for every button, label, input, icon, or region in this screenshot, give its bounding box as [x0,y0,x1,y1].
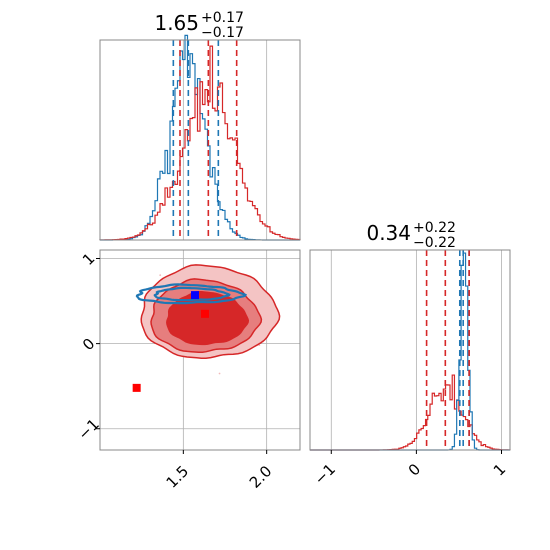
title-param-1-plus: +0.17 [201,10,244,26]
frame [309,249,511,451]
marker [132,383,141,392]
title-param-2-plus: +0.22 [413,220,456,236]
frame [99,39,301,241]
panel-marginal-param-2: −1 0 1 [309,249,511,488]
y-tick-label: 1 [79,249,98,268]
panel-joint: 1.5 2.0 −1 0 1 [75,249,301,492]
blue-contour-inner [153,286,231,302]
histogram-blue [310,252,510,451]
title-param-1-minus: −0.17 [201,25,244,41]
scatter-point [218,372,221,375]
title-param-1: 1.65 +0.17 −0.17 [154,10,243,41]
x-tick-label: 1.5 [163,462,193,492]
title-param-1-value: 1.65 [154,11,199,35]
histogram-blue [99,34,300,241]
frame [99,249,301,451]
title-param-2-value: 0.34 [366,221,411,245]
blue-contour-outer [135,283,247,305]
marker [191,291,199,300]
histogram-red [310,374,511,451]
x-tick-label: 2.0 [246,462,276,492]
x-tick-label: 0 [405,460,424,479]
scatter-point [159,274,162,277]
title-param-2: 0.34 +0.22 −0.22 [366,220,455,251]
histogram-red [99,45,301,241]
title-param-2-minus: −0.22 [413,235,456,251]
x-tick-label: 1 [490,460,509,479]
y-tick-label: −1 [75,415,103,443]
marker [201,309,209,318]
y-tick-label: 0 [79,335,98,354]
x-tick-label: −1 [311,460,339,488]
panel-marginal-param-1 [99,34,301,241]
